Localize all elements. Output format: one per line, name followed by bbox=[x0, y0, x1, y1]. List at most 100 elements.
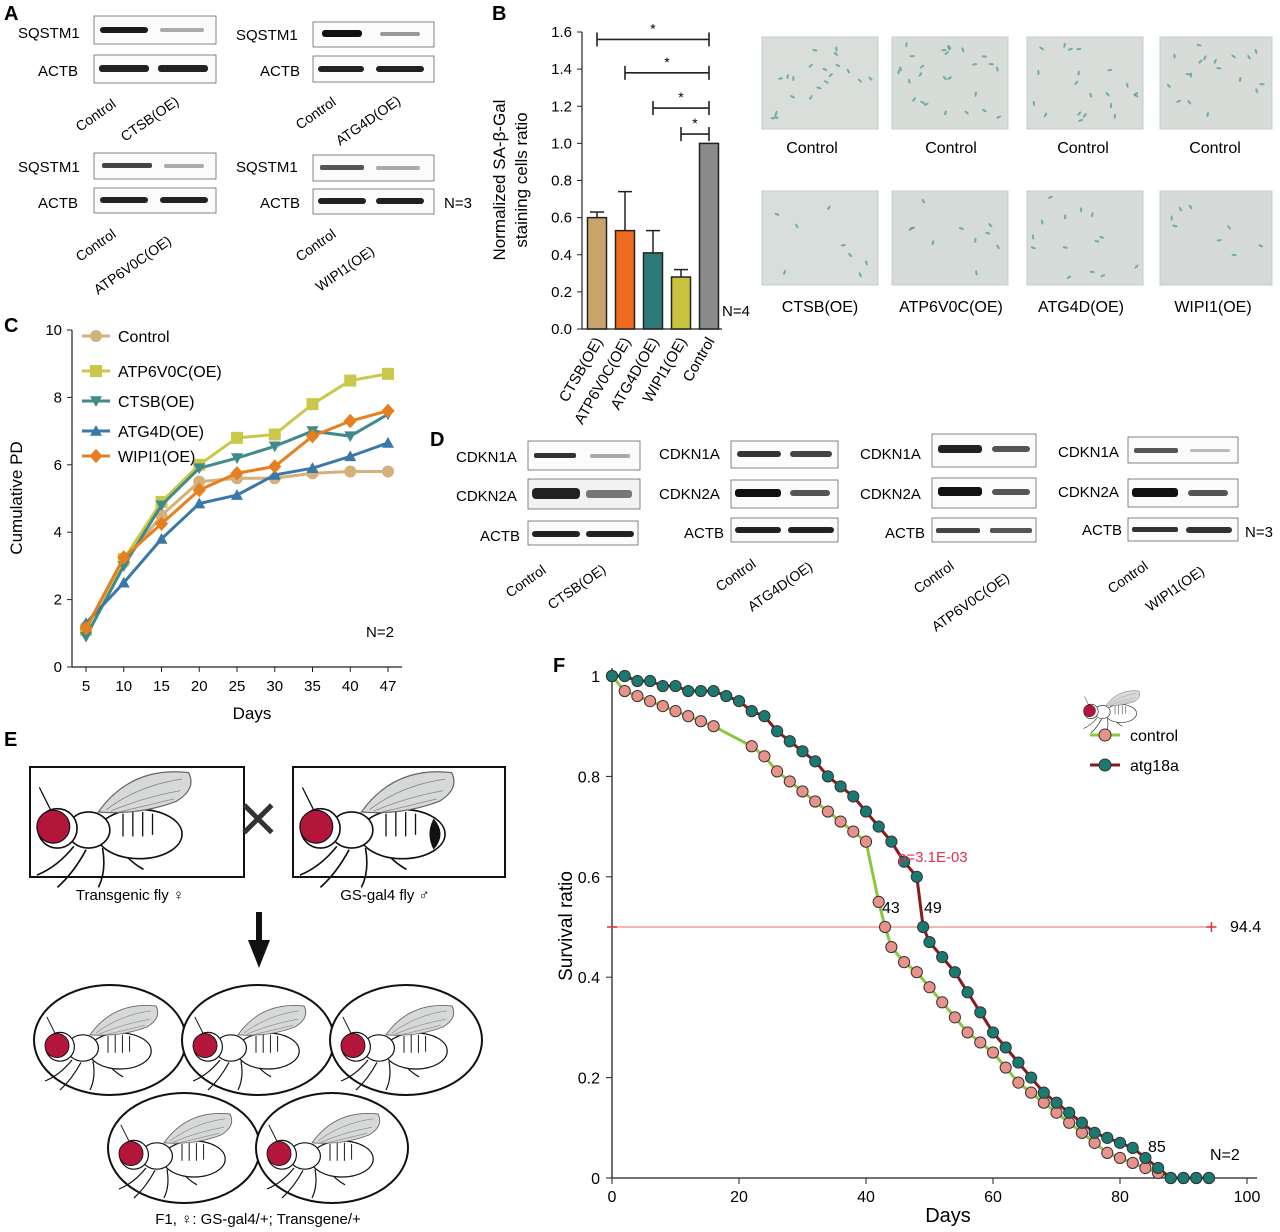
stained-cell bbox=[774, 115, 779, 120]
blot-band bbox=[737, 451, 781, 457]
data-point bbox=[193, 463, 206, 475]
fly-icon bbox=[36, 771, 192, 889]
data-point bbox=[631, 674, 644, 688]
fly-wing-vein bbox=[243, 1010, 300, 1036]
stained-cell bbox=[941, 49, 947, 52]
stained-cell bbox=[1109, 102, 1113, 109]
data-point bbox=[268, 428, 281, 441]
stained-cell bbox=[947, 76, 952, 80]
legend-marker bbox=[90, 396, 102, 407]
stained-cell bbox=[1064, 214, 1067, 220]
stained-cell bbox=[812, 49, 818, 52]
stained-cell bbox=[1074, 80, 1079, 86]
stained-cell bbox=[1167, 83, 1171, 89]
stained-cell bbox=[1170, 215, 1173, 221]
f1-label: F1, ♀: GS-gal4/+; Transgene/+ bbox=[155, 1211, 361, 1228]
stained-cell bbox=[961, 47, 965, 53]
stained-cell bbox=[921, 198, 925, 204]
fly-eye bbox=[299, 809, 334, 844]
stained-cell bbox=[1030, 246, 1036, 250]
fly-stripe bbox=[1114, 705, 1127, 715]
blot-a4: SQSTM1 ACTB Control WIPI1(OE) bbox=[236, 154, 435, 295]
fly-antenna bbox=[301, 787, 315, 811]
stained-cell bbox=[1258, 244, 1264, 248]
legend-marker bbox=[90, 365, 102, 377]
micrograph-image bbox=[761, 36, 879, 130]
stained-cell bbox=[1187, 99, 1192, 105]
stained-cell bbox=[868, 76, 873, 81]
data-point bbox=[306, 462, 319, 473]
survival-chart-f: 0 0.2 0.4 0.6 0.8 1 0 20 40 60 80 100 Days Survival r… bbox=[556, 668, 1260, 1227]
data-point bbox=[923, 935, 936, 949]
stained-cell bbox=[974, 237, 977, 243]
data-point bbox=[809, 795, 822, 808]
lane-label: Control bbox=[73, 95, 119, 134]
x-tick-label: 40 bbox=[857, 1189, 875, 1206]
blot-row-label: CDKN2A bbox=[456, 488, 517, 505]
blot-band bbox=[586, 490, 632, 498]
blot-strip bbox=[1127, 517, 1239, 542]
x-tick-label: 15 bbox=[153, 678, 170, 695]
y-axis-label: Normalized SA-β-Gal staining cells ratio bbox=[490, 100, 531, 261]
blot-row-label: ACTB bbox=[1082, 522, 1122, 539]
stained-cell bbox=[1216, 239, 1222, 242]
blot-band bbox=[1190, 449, 1230, 452]
panel-label-d: D bbox=[430, 429, 444, 451]
stained-cell bbox=[1255, 88, 1259, 94]
data-point bbox=[936, 996, 949, 1009]
stained-cell bbox=[1040, 219, 1044, 225]
fly-wing-vein bbox=[317, 1118, 374, 1144]
stained-cell bbox=[985, 231, 991, 235]
stained-cell bbox=[944, 110, 947, 116]
stained-cell bbox=[1048, 195, 1053, 199]
data-point bbox=[923, 981, 936, 994]
stained-cell bbox=[1063, 42, 1066, 48]
data-point bbox=[1126, 1141, 1139, 1154]
blot-band bbox=[586, 531, 634, 537]
lane-label: ATG4D(OE) bbox=[333, 92, 404, 148]
blot-row-label: CDKN2A bbox=[860, 486, 921, 503]
data-point bbox=[1050, 1096, 1063, 1109]
lane-label: WIPI1(OE) bbox=[1143, 563, 1208, 615]
n-label-a: N=3 bbox=[444, 195, 472, 212]
x-tick-label: 25 bbox=[229, 678, 246, 695]
data-point bbox=[885, 940, 898, 954]
lane-label: WIPI1(OE) bbox=[313, 243, 378, 295]
micrograph-label: ATG4D(OE) bbox=[1038, 299, 1124, 316]
stained-cell bbox=[918, 72, 923, 77]
data-point bbox=[154, 516, 169, 531]
data-point bbox=[155, 500, 168, 512]
stained-cell bbox=[899, 66, 903, 72]
stained-cell bbox=[1173, 53, 1176, 59]
data-point bbox=[707, 684, 720, 698]
y-tick-label: 0.8 bbox=[578, 769, 600, 786]
legend-marker bbox=[90, 330, 102, 342]
stained-cell bbox=[1198, 59, 1203, 64]
stained-cell bbox=[908, 78, 911, 84]
data-point bbox=[796, 745, 809, 758]
lane-label: CTSB(OE) bbox=[118, 93, 182, 144]
data-point bbox=[1012, 1056, 1025, 1069]
micrograph-label: Control bbox=[1189, 140, 1241, 157]
blot-band bbox=[534, 453, 576, 458]
blot-band bbox=[735, 527, 781, 533]
data-point bbox=[1075, 1116, 1089, 1129]
fly-antenna bbox=[194, 1016, 204, 1034]
data-point bbox=[783, 735, 796, 748]
blot-band bbox=[938, 445, 982, 453]
blot-row-label: CDKN2A bbox=[659, 486, 720, 503]
data-point bbox=[1101, 1146, 1114, 1160]
blot-row-label: ACTB bbox=[38, 63, 78, 80]
stained-cell bbox=[790, 95, 795, 99]
data-point bbox=[644, 674, 657, 688]
blot-row-label: ACTB bbox=[38, 195, 78, 212]
stained-cell bbox=[835, 63, 841, 68]
data-point bbox=[656, 679, 669, 693]
stained-cell bbox=[1107, 68, 1113, 72]
data-point bbox=[771, 765, 784, 778]
bar bbox=[586, 216, 608, 330]
blot-d4: CDKN1A CDKN2A ACTB Control WIPI1(OE) bbox=[1058, 436, 1239, 615]
y-axis-label: Cumulative PD bbox=[7, 441, 26, 554]
fly-antenna bbox=[268, 1124, 278, 1142]
data-point bbox=[618, 669, 631, 683]
